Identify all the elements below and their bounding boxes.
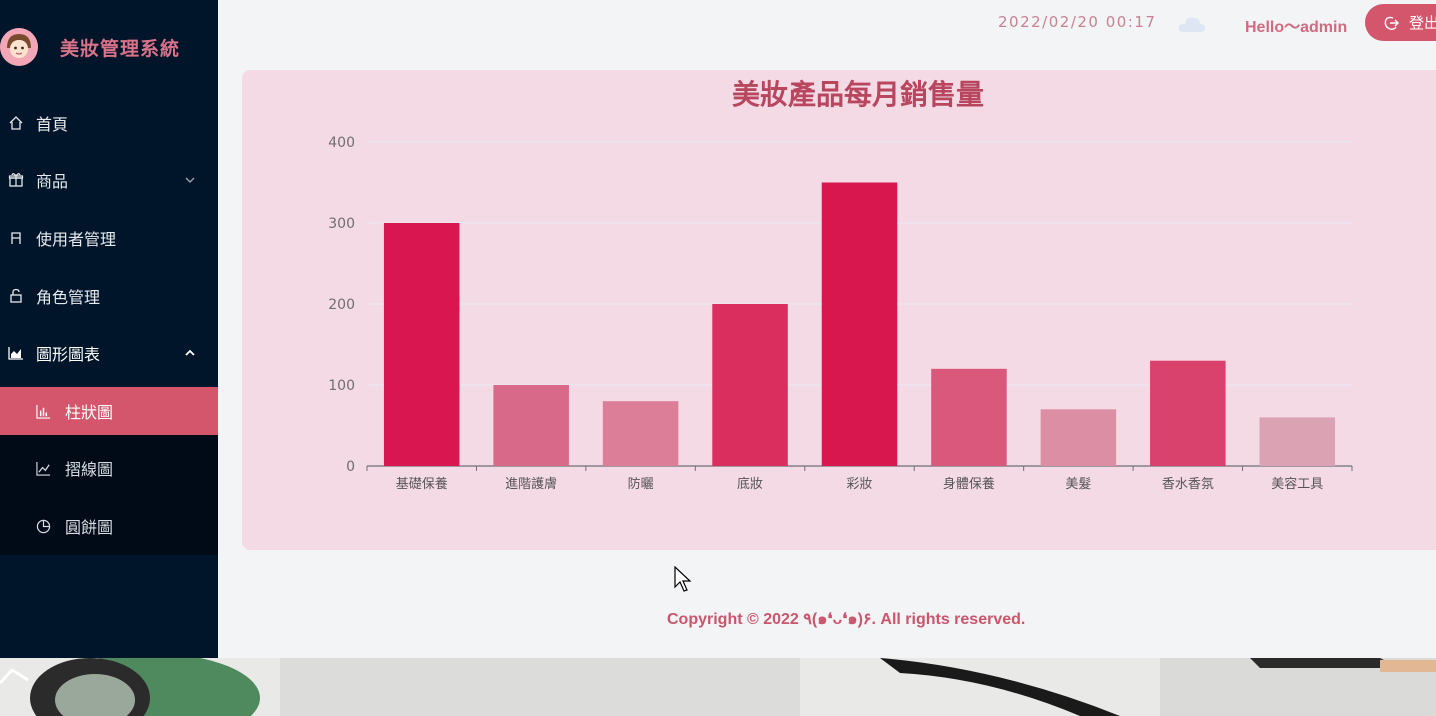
x-tick-label: 美髮	[1065, 477, 1091, 492]
bar-chart-icon	[36, 404, 51, 419]
bar-彩妝	[821, 182, 898, 466]
user-icon	[11, 232, 21, 244]
sidebar: 美妝管理系統 首頁 商品 使用者管理 角色管理 圖形圖表 柱狀圖 摺線圖 圓餅圖	[0, 0, 218, 658]
home-icon	[9, 116, 23, 130]
x-tick-label: 基礎保養	[396, 476, 448, 492]
x-tick-label: 彩妝	[846, 477, 872, 492]
bar-底妝	[712, 304, 788, 466]
x-tick-label: 香水香氛	[1162, 477, 1214, 492]
logout-icon	[1384, 16, 1399, 30]
sidebar-item-label: 圖形圖表	[36, 345, 101, 364]
mouse-cursor-icon	[674, 566, 692, 592]
bar-香水香氛	[1150, 360, 1226, 466]
chart-submenu: 柱狀圖 摺線圖 圓餅圖	[0, 387, 218, 555]
bar-身體保養	[931, 368, 1007, 466]
sidebar-item-label: 首頁	[36, 115, 69, 134]
sidebar-item-roles[interactable]: 角色管理	[0, 272, 218, 320]
desktop-wallpaper	[0, 658, 1436, 716]
header-datetime: 2022/02/20 00:17	[998, 13, 1157, 31]
sidebar-item-label: 使用者管理	[36, 230, 117, 249]
pie-chart-icon	[36, 519, 51, 533]
sidebar-item-home[interactable]: 首頁	[0, 99, 218, 147]
y-tick-label: 200	[328, 297, 355, 313]
copyright: Copyright © 2022 ٩(๑❛ᴗ❛๑)۶. All rights r…	[667, 611, 1026, 628]
submenu-item-label: 圓餅圖	[65, 518, 114, 537]
sidebar-item-label: 角色管理	[36, 288, 101, 307]
submenu-item-pie-chart[interactable]: 圓餅圖	[0, 502, 218, 550]
chevron-down-icon	[185, 177, 195, 183]
brand[interactable]: 美妝管理系統	[0, 24, 218, 68]
submenu-item-bar-chart[interactable]: 柱狀圖	[0, 387, 218, 435]
sidebar-item-charts[interactable]: 圖形圖表	[0, 329, 218, 377]
x-tick-label: 防曬	[628, 476, 654, 492]
lock-icon	[10, 288, 22, 303]
bar-進階護膚	[493, 385, 569, 466]
cloud-icon	[1178, 17, 1206, 32]
x-tick-label: 進階護膚	[505, 476, 557, 492]
bar-chart: 美妝產品每月銷售量 0 100 200 300 400 基礎保養 進階護膚 防曬 底妝 彩妝 身體保養…	[328, 78, 1353, 492]
submenu-item-line-chart[interactable]: 摺線圖	[0, 444, 218, 492]
chart-card: 美妝產品每月銷售量 0 100 200 300 400 基礎保養 進階護膚 防曬 底妝 彩妝 身體保養…	[242, 70, 1436, 550]
chevron-up-icon	[185, 349, 195, 356]
sidebar-item-products[interactable]: 商品	[0, 156, 218, 204]
y-tick-label: 0	[346, 459, 355, 475]
bar-基礎保養	[383, 223, 460, 466]
logout-label: 登出	[1409, 14, 1436, 32]
y-tick-label: 400	[328, 135, 355, 151]
logout-button[interactable]: 登出	[1365, 4, 1436, 41]
line-chart-icon	[36, 461, 51, 476]
sidebar-item-label: 商品	[36, 172, 69, 191]
gift-icon	[8, 173, 24, 187]
greeting: Hello～admin	[1245, 19, 1348, 36]
area-chart-icon	[8, 347, 23, 360]
bar-美髮	[1040, 409, 1117, 466]
girl-avatar-icon	[0, 28, 38, 66]
brand-title: 美妝管理系統	[60, 38, 181, 60]
y-tick-label: 300	[328, 216, 355, 232]
y-tick-label: 100	[328, 378, 355, 394]
submenu-item-label: 柱狀圖	[65, 403, 114, 422]
x-tick-label: 身體保養	[943, 476, 995, 492]
submenu-item-label: 摺線圖	[65, 460, 114, 479]
chart-title: 美妝產品每月銷售量	[732, 78, 984, 111]
bar-防曬	[602, 401, 679, 466]
sidebar-item-users[interactable]: 使用者管理	[0, 214, 218, 262]
x-tick-label: 美容工具	[1271, 476, 1323, 492]
x-tick-label: 底妝	[737, 476, 763, 492]
bar-美容工具	[1259, 417, 1336, 466]
